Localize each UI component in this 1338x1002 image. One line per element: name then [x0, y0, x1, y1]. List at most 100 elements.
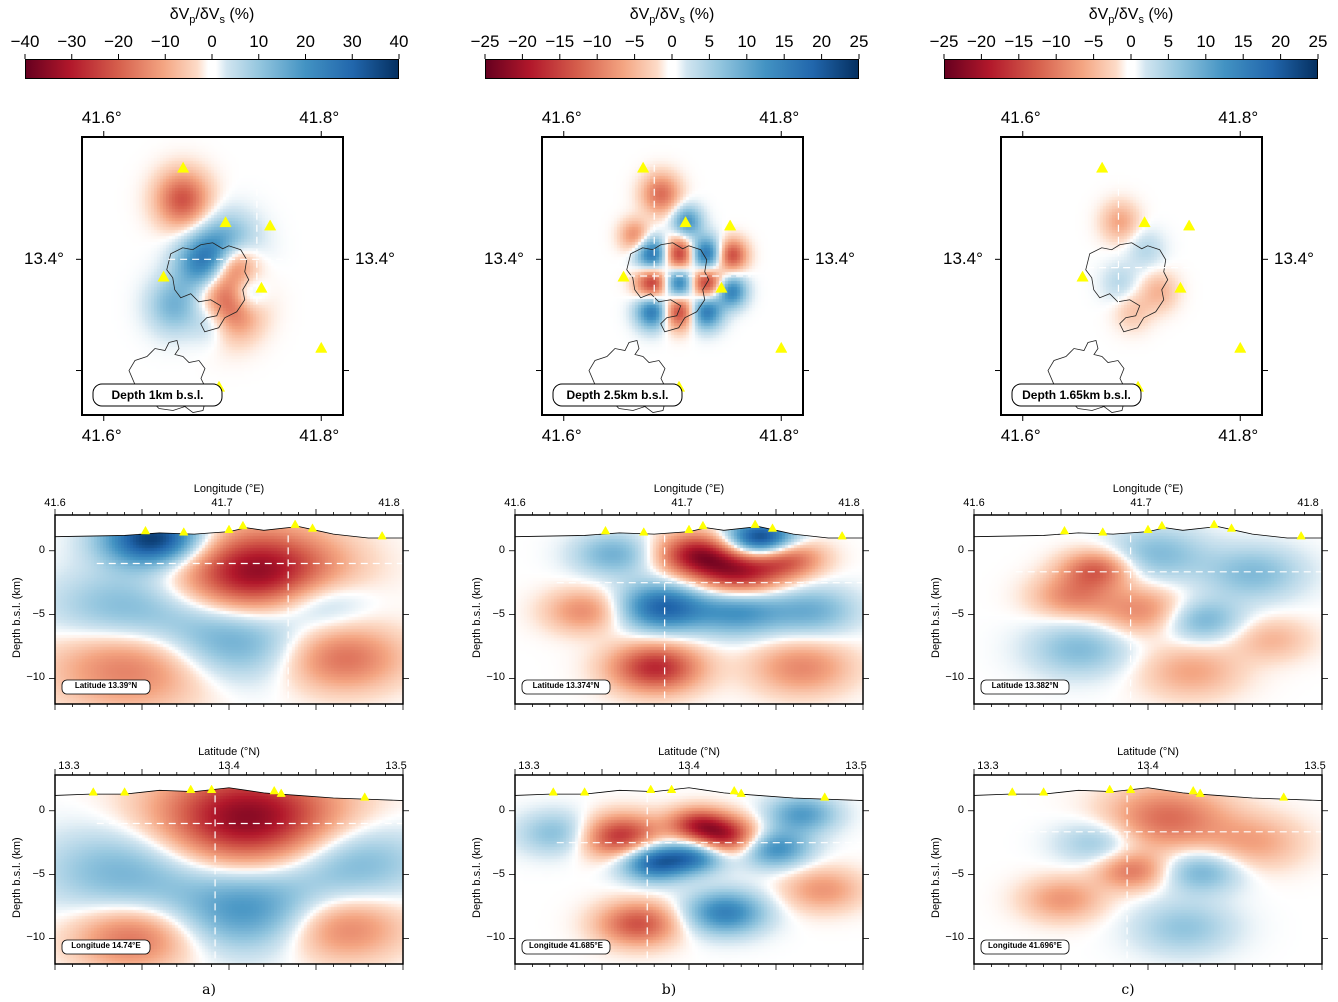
map-xtick-label: 41.6°: [1000, 426, 1041, 445]
colorbar-tick-label: 20: [812, 32, 832, 51]
section_lon-heatmap: [974, 515, 1322, 704]
section-xtick-label: 13.3: [518, 760, 540, 772]
colorbar-title: δVp/δVs (%): [944, 6, 1318, 26]
panel-caption: b): [661, 982, 677, 998]
section-xlabel: Latitude (°N): [658, 746, 720, 758]
colorbar-title-part: p: [649, 14, 656, 27]
section-frame: [54, 774, 404, 965]
map-frame: [81, 136, 344, 416]
station-marker: [1096, 161, 1109, 173]
island-coastline: [1047, 340, 1125, 413]
map-ytick-label: 13.4°: [484, 249, 524, 269]
station-marker: [1076, 270, 1089, 282]
section-label-box: [521, 939, 611, 955]
colorbar-tick-label: −15: [545, 32, 575, 51]
station-marker: [360, 792, 370, 801]
section-ytick-label: 0: [957, 543, 964, 556]
section-ytick-label: −5: [951, 607, 964, 620]
section_lon-overlay: [509, 509, 869, 710]
station-marker: [1098, 527, 1108, 536]
station-marker: [684, 524, 694, 534]
station-marker: [600, 525, 611, 535]
colorbar-title-part: δV: [169, 6, 190, 23]
map-ytick-label: 13.4°: [1274, 249, 1314, 269]
station-marker: [269, 785, 279, 795]
station-marker: [637, 161, 650, 173]
station-marker: [315, 341, 328, 353]
section-label-box: [980, 939, 1070, 955]
section-label-box: [980, 679, 1070, 695]
section-ytick-label: −10: [26, 931, 45, 944]
colorbar-tick-label: −25: [470, 32, 500, 51]
section-ytick-label: −5: [32, 867, 45, 880]
map-xtick-label: 41.6°: [541, 108, 582, 127]
section-xtick-label: 13.5: [1304, 760, 1326, 772]
colorbar-title-part: (%): [1143, 6, 1174, 23]
island-coastline: [588, 340, 666, 413]
colorbar-tick-label: −20: [507, 32, 537, 51]
section-frame: [54, 514, 404, 705]
section-xtick-label: 13.3: [977, 760, 999, 772]
station-marker: [1157, 520, 1167, 530]
map-heatmap: [542, 137, 803, 415]
station-marker: [548, 787, 558, 796]
colorbar-tick-label: 15: [1233, 32, 1253, 51]
colorbar-tick-label: 10: [249, 32, 269, 51]
section-label-box: [521, 679, 611, 695]
section-frame: [514, 514, 864, 705]
map-overlay: [536, 131, 809, 421]
panel-caption: c): [1121, 982, 1135, 998]
colorbar-tick-label: 25: [1308, 32, 1328, 51]
station-marker: [715, 281, 728, 293]
colorbar: [25, 59, 399, 79]
section-xtick-label: 41.8: [1297, 497, 1319, 509]
colorbar-title-part: /δV: [1114, 6, 1139, 23]
section-ytick-label: −5: [492, 607, 505, 620]
station-marker: [157, 270, 170, 282]
colorbar-title-part: s: [679, 14, 685, 27]
colorbar-tick-label: 5: [704, 32, 715, 51]
colorbar-title-part: (%): [224, 6, 255, 23]
section-label: Latitude 13.382°N: [991, 681, 1059, 690]
island-coastline: [1085, 242, 1169, 333]
section-ylabel: Depth b.s.l. (km): [11, 836, 23, 918]
section_lon-heatmap: [55, 515, 403, 704]
section-ylabel: Depth b.s.l. (km): [930, 576, 942, 658]
section-ytick-label: −10: [26, 671, 45, 684]
section-ytick-label: −5: [32, 607, 45, 620]
map-depth-label: Depth 2.5km b.s.l.: [566, 388, 669, 402]
section-ylabel: Depth b.s.l. (km): [11, 576, 23, 658]
depth-label-box: [552, 383, 683, 407]
station-marker: [276, 788, 286, 797]
colorbar-tick-label: 0: [667, 32, 677, 51]
section-xtick-label: 41.7: [211, 497, 233, 509]
section-ytick-label: −5: [492, 867, 505, 880]
colorbar-tick-label: 0: [1126, 32, 1136, 51]
station-marker: [177, 161, 190, 173]
station-marker: [666, 784, 677, 794]
section-frame: [973, 514, 1323, 705]
station-marker: [255, 281, 268, 293]
colorbar-title-part: p: [189, 14, 196, 27]
map-ytick-label: 13.4°: [355, 249, 395, 269]
station-marker: [290, 519, 300, 528]
station-marker: [837, 530, 847, 540]
colorbar-tick-label: −30: [57, 32, 87, 51]
colorbar-title-part: s: [1138, 14, 1144, 27]
section-xtick-label: 13.4: [218, 760, 240, 772]
station-marker: [750, 519, 760, 528]
station-marker: [1234, 341, 1247, 353]
colorbar-title-part: δV: [629, 6, 650, 23]
section-xtick-label: 13.4: [678, 760, 700, 772]
map-xtick-label: 41.8°: [759, 108, 800, 127]
section-xtick-label: 41.8: [378, 497, 400, 509]
map-heatmap: [1001, 137, 1262, 415]
station-marker: [729, 785, 739, 795]
colorbar-title: δVp/δVs (%): [485, 6, 859, 26]
section-label-box: [61, 679, 151, 695]
station-marker: [736, 788, 746, 797]
colorbar-tick-label: −5: [624, 32, 645, 51]
section-ylabel: Depth b.s.l. (km): [471, 836, 483, 918]
section_lat-overlay: [509, 769, 869, 970]
topography-line: [973, 787, 1323, 801]
